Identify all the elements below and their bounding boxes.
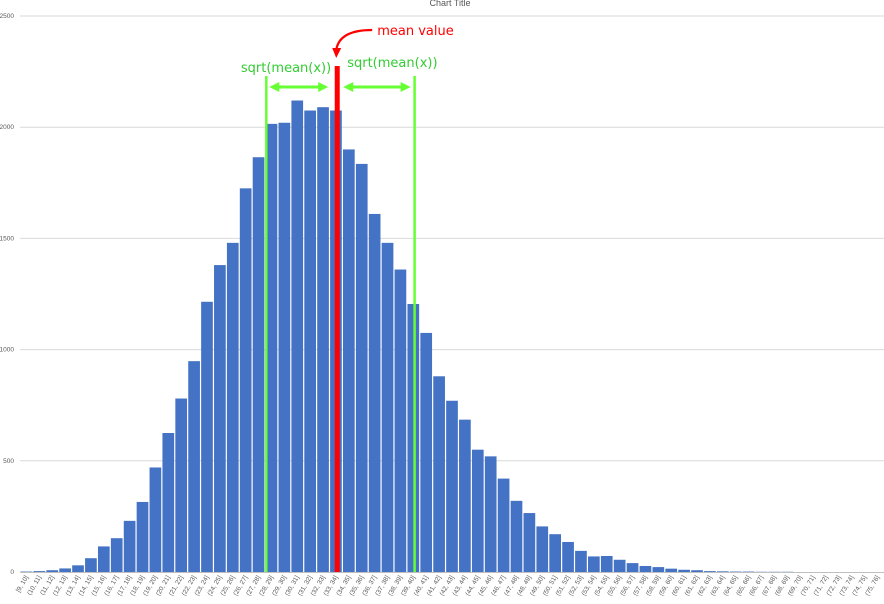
bar: [691, 570, 703, 572]
bar: [226, 242, 239, 572]
bar: [252, 157, 265, 572]
bar: [575, 550, 587, 572]
bar: [433, 376, 445, 572]
bar: [355, 163, 368, 572]
bar: [652, 567, 665, 572]
right-sqrt-label: sqrt(mean(x)): [347, 56, 437, 71]
bar: [59, 568, 71, 572]
bar: [407, 304, 420, 572]
bar: [381, 242, 394, 572]
bar: [613, 559, 626, 572]
bar: [523, 513, 536, 572]
arrow-head-right: [400, 82, 411, 92]
arrow-head-right: [318, 82, 329, 92]
bar: [278, 122, 291, 572]
bar: [704, 571, 716, 572]
bar: [304, 110, 316, 573]
bar: [123, 520, 136, 572]
bar: [342, 149, 355, 572]
y-tick-label: 1500: [0, 235, 14, 242]
annotations: mean value sqrt(mean(x)) sqrt(mean(x)): [241, 24, 454, 572]
bar: [46, 570, 59, 572]
bar: [626, 563, 639, 572]
bar: [639, 565, 652, 572]
bar: [665, 568, 678, 572]
bar: [446, 400, 458, 572]
bar: [110, 538, 123, 572]
bar: [201, 301, 213, 572]
bar: [510, 500, 523, 572]
left-double-arrow: [269, 82, 329, 92]
bar: [459, 419, 471, 572]
arrow-head-left: [269, 82, 280, 92]
bar: [175, 398, 188, 572]
bar: [678, 569, 690, 572]
mean-pointer-arrowhead: [332, 48, 342, 58]
bar: [600, 555, 613, 572]
bar: [484, 456, 497, 572]
bar: [265, 123, 278, 572]
bar: [368, 213, 381, 572]
y-tick-label: 500: [3, 458, 14, 465]
bar: [471, 449, 484, 572]
bar: [420, 332, 433, 572]
bar: [239, 188, 252, 573]
bars: [20, 100, 794, 573]
bar: [497, 478, 510, 572]
bar: [549, 534, 562, 572]
bar: [536, 526, 549, 572]
y-axis-ticks: 0 500 1000 1500 2000 2500: [0, 13, 14, 576]
arrow-head-left: [343, 82, 354, 92]
mean-pointer-arrow: [335, 28, 373, 51]
bar: [562, 541, 574, 572]
bar: [394, 269, 407, 572]
y-tick-label: 0: [10, 569, 14, 576]
bar: [588, 556, 600, 572]
x-axis-ticks: [9, 10](10, 11](11, 12](12, 13](13, 14](…: [15, 574, 881, 597]
y-tick-label: 2500: [0, 13, 14, 20]
bar: [85, 558, 97, 572]
bar: [72, 565, 84, 572]
bar: [188, 361, 200, 572]
bar: [136, 501, 149, 572]
bar: [33, 571, 46, 572]
chart-title: Chart Title: [429, 0, 470, 8]
left-sqrt-label: sqrt(mean(x)): [241, 61, 331, 76]
y-tick-label: 1000: [0, 347, 14, 354]
bar: [291, 100, 304, 573]
bar: [716, 571, 729, 572]
gridlines: [20, 15, 884, 462]
bar: [149, 467, 162, 572]
bar: [317, 107, 329, 573]
mean-value-label: mean value: [377, 24, 454, 39]
y-tick-label: 2000: [0, 124, 14, 131]
right-double-arrow: [343, 82, 411, 92]
bar: [162, 433, 175, 572]
bar: [214, 265, 226, 572]
bar: [97, 546, 110, 572]
